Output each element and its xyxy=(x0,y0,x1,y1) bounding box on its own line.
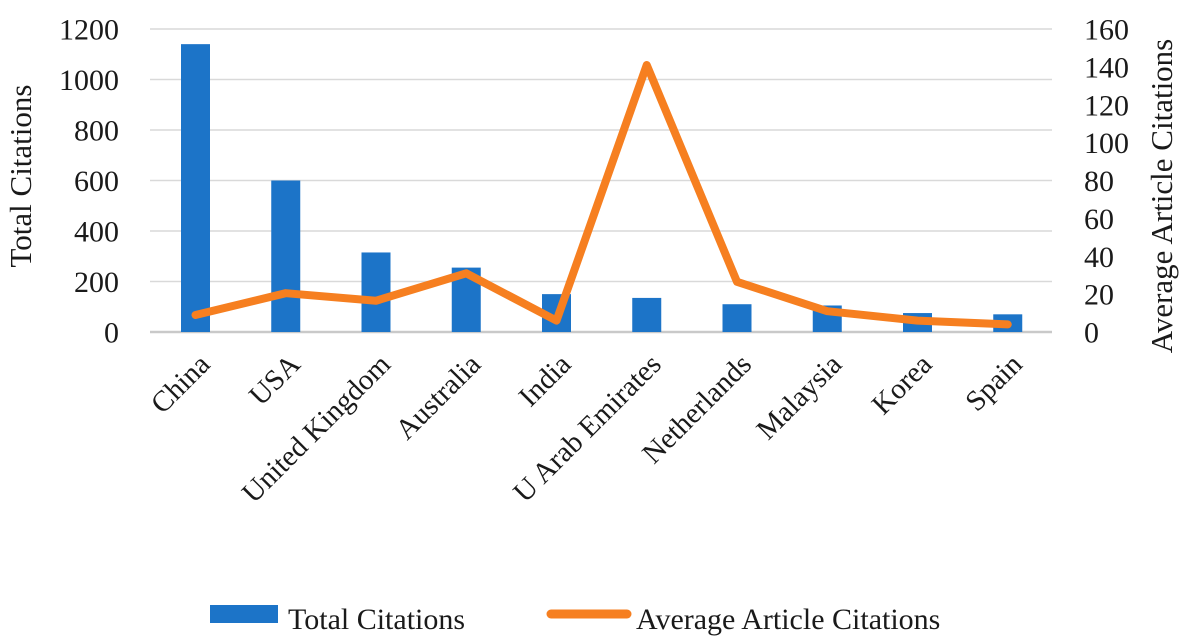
left-tick-0: 0 xyxy=(104,317,119,350)
bar-usa xyxy=(271,180,301,332)
right-axis-tick-labels: 0 20 40 60 80 100 120 140 160 xyxy=(1084,14,1129,350)
bar-united-kingdom xyxy=(361,252,391,332)
left-tick-1200: 1200 xyxy=(59,14,119,47)
x-label-spain: Spain xyxy=(959,348,1029,418)
right-tick-160: 160 xyxy=(1084,14,1129,47)
right-tick-100: 100 xyxy=(1084,127,1129,160)
right-tick-120: 120 xyxy=(1084,89,1129,122)
legend-total-citations-swatch xyxy=(210,605,278,623)
x-label-australia: Australia xyxy=(389,348,487,446)
average-article-citations-line-series xyxy=(191,60,1012,329)
bar-netherlands xyxy=(722,304,752,332)
left-tick-800: 800 xyxy=(74,115,119,148)
right-tick-60: 60 xyxy=(1084,203,1114,236)
left-tick-1000: 1000 xyxy=(59,64,119,97)
x-label-malaysia: Malaysia xyxy=(750,348,848,446)
right-tick-40: 40 xyxy=(1084,241,1114,274)
right-tick-140: 140 xyxy=(1084,51,1129,84)
bar-u-arab-emirates xyxy=(632,297,662,332)
right-tick-20: 20 xyxy=(1084,279,1114,312)
legend-total-citations-label: Total Citations xyxy=(288,603,465,636)
left-tick-600: 600 xyxy=(74,165,119,198)
right-axis-title: Average Article Citations xyxy=(1144,39,1179,354)
total-citations-bar-series xyxy=(181,44,1023,333)
average-article-citations-polyline xyxy=(191,60,1012,329)
left-tick-200: 200 xyxy=(74,266,119,299)
left-tick-400: 400 xyxy=(74,216,119,249)
legend: Total Citations Average Article Citation… xyxy=(210,603,940,636)
right-tick-0: 0 xyxy=(1084,317,1099,350)
x-label-usa: USA xyxy=(243,348,307,412)
left-axis-title: Total Citations xyxy=(3,85,38,268)
right-tick-80: 80 xyxy=(1084,165,1114,198)
x-label-china: China xyxy=(145,348,217,420)
x-label-india: India xyxy=(513,348,578,413)
bar-china xyxy=(181,44,210,333)
x-label-korea: Korea xyxy=(866,348,939,421)
legend-average-article-citations-label: Average Article Citations xyxy=(636,603,940,636)
gridlines xyxy=(150,28,1052,334)
left-axis-tick-labels: 0 200 400 600 800 1000 1200 xyxy=(59,14,119,350)
